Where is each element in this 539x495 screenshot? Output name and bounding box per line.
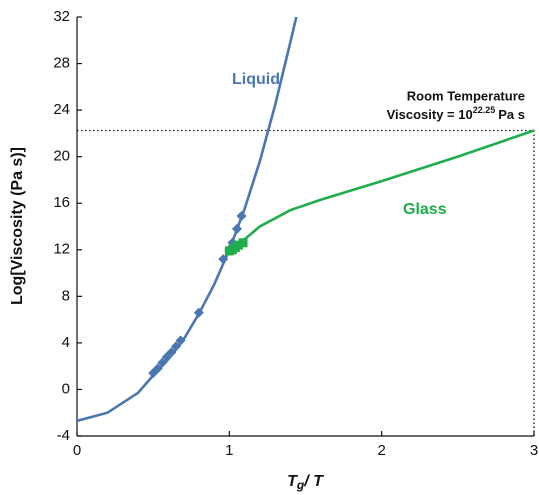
marker-diamond xyxy=(152,363,163,374)
y-tick-label: 32 xyxy=(53,8,70,25)
y-tick-label: 0 xyxy=(62,380,70,397)
series-label: Glass xyxy=(403,201,447,218)
marker-square xyxy=(238,238,248,248)
series-line xyxy=(77,17,298,423)
x-label-sub: g xyxy=(296,478,305,492)
y-tick-label: 24 xyxy=(53,101,70,118)
marker-diamond xyxy=(193,307,204,318)
y-tick-label: 8 xyxy=(62,287,70,304)
series-label: Liquid xyxy=(232,71,280,88)
marker-square xyxy=(233,240,243,250)
y-tick-label: 16 xyxy=(53,194,70,211)
y-tick-label: 4 xyxy=(62,334,70,351)
y-tick-label: 12 xyxy=(53,241,70,258)
x-label-main: T xyxy=(287,473,298,490)
x-tick-label: 3 xyxy=(530,442,538,459)
x-axis-label: Tg/ T xyxy=(287,473,324,492)
x-tick-label: 0 xyxy=(73,442,81,459)
marker-diamond xyxy=(166,347,177,358)
marker-diamond xyxy=(218,254,229,265)
annotation-prefix: Viscosity = 10 xyxy=(387,107,473,122)
marker-diamond xyxy=(175,335,186,346)
series-line xyxy=(228,129,535,253)
y-tick-label: 20 xyxy=(53,148,70,165)
annotation-line1: Room Temperature xyxy=(407,88,525,103)
annotation-suffix: Pa s xyxy=(498,107,525,122)
annotation-line2: Viscosity = 1022.25 Pa s xyxy=(387,105,525,122)
x-tick-label: 1 xyxy=(225,442,233,459)
x-tick-label: 2 xyxy=(377,442,385,459)
marker-diamond xyxy=(157,357,168,368)
marker-diamond xyxy=(171,341,182,352)
annotation-exponent: 22.25 xyxy=(473,105,496,115)
marker-diamond xyxy=(231,223,242,234)
x-label-rest: / T xyxy=(303,473,324,490)
y-tick-label: -4 xyxy=(57,427,70,444)
marker-diamond xyxy=(236,211,247,222)
y-axis-label: Log[Viscosity (Pa s)] xyxy=(9,147,26,305)
y-tick-label: 28 xyxy=(53,55,70,72)
